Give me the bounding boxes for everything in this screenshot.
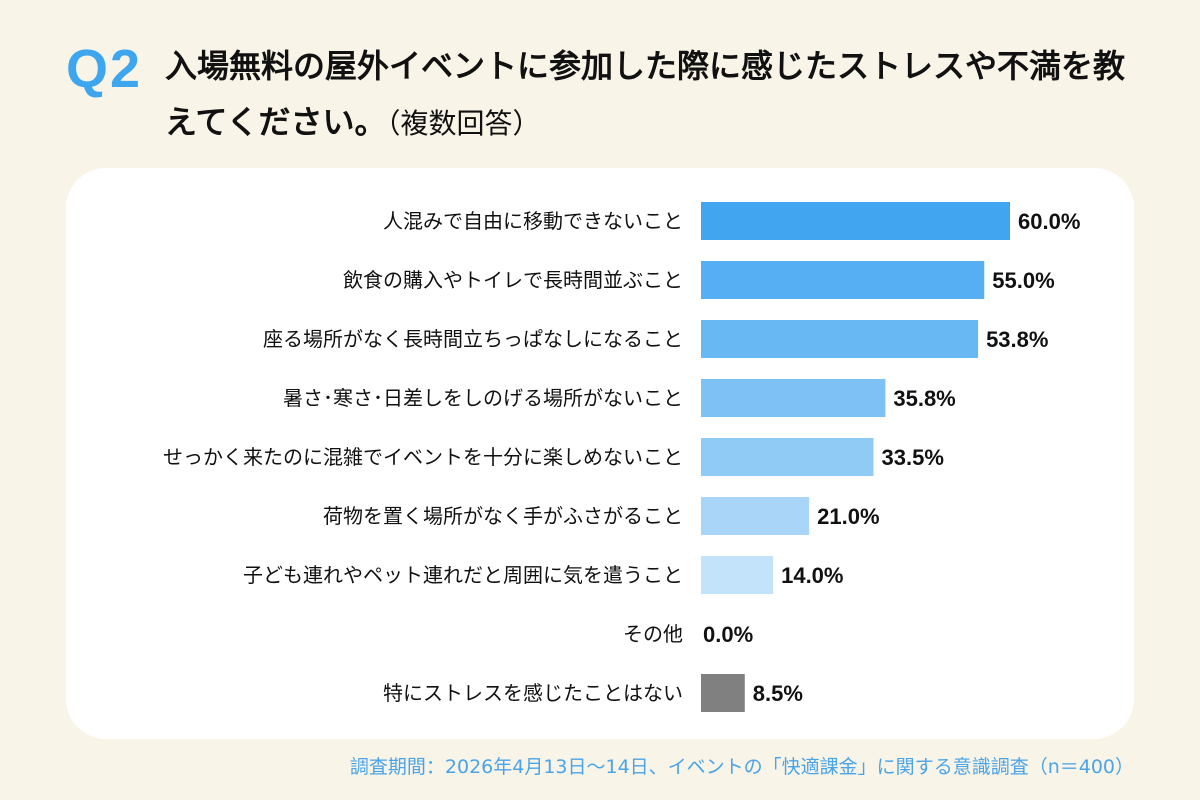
- category-label: その他: [623, 622, 683, 646]
- category-label: 暑さ･寒さ･日差しをしのげる場所がないこと: [283, 386, 683, 410]
- title-suffix: （複数回答）: [386, 107, 541, 140]
- category-label: せっかく来たのに混雑でイベントを十分に楽しめないこと: [163, 445, 683, 469]
- bar: [701, 261, 985, 299]
- bar: [701, 497, 810, 535]
- bar: [701, 556, 774, 594]
- bar: [701, 320, 979, 358]
- category-label: 人混みで自由に移動できないこと: [383, 209, 683, 233]
- category-label: 特にストレスを感じたことはない: [383, 681, 683, 705]
- survey-note: 調査期間：2026年4月13日～14日、イベントの「快適課金」に関する意識調査（…: [349, 756, 1134, 778]
- title-text: 入場無料の屋外イベントに参加した際に感じたストレスや不満を教えてください。: [165, 47, 1126, 141]
- bar: [701, 674, 745, 712]
- question-number: Q2: [66, 39, 143, 99]
- category-label: 座る場所がなく長時間立ちっぱなしになること: [263, 327, 683, 351]
- category-label: 荷物を置く場所がなく手がふさがること: [323, 504, 683, 528]
- category-label: 飲食の購入やトイレで長時間並ぶこと: [343, 268, 683, 292]
- value-label: 8.5%: [753, 681, 803, 706]
- value-label: 21.0%: [817, 504, 879, 529]
- value-label: 55.0%: [992, 268, 1054, 293]
- value-label: 53.8%: [986, 327, 1048, 352]
- value-label: 14.0%: [781, 563, 843, 588]
- value-label: 0.0%: [703, 622, 753, 647]
- bar: [701, 379, 886, 417]
- bar: [701, 202, 1010, 240]
- category-label: 子ども連れやペット連れだと周囲に気を遣うこと: [243, 563, 683, 587]
- bar: [701, 438, 874, 476]
- value-label: 33.5%: [882, 445, 944, 470]
- page-title: 入場無料の屋外イベントに参加した際に感じたストレスや不満を教えてください。（複数…: [165, 38, 1155, 152]
- value-label: 60.0%: [1018, 209, 1080, 234]
- value-label: 35.8%: [893, 386, 955, 411]
